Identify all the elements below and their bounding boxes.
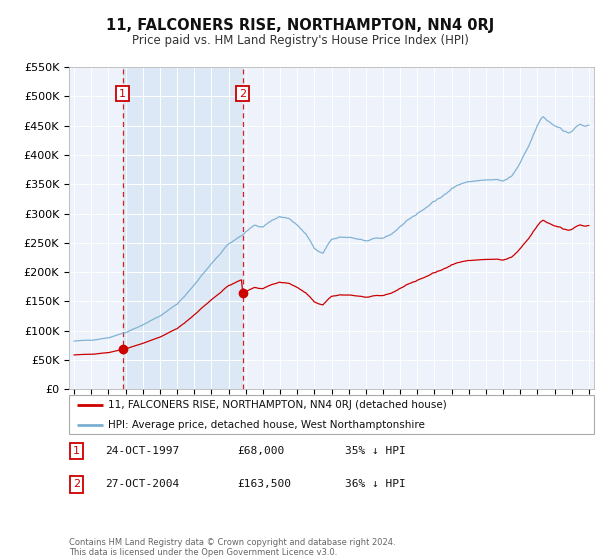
Text: 2: 2 <box>239 88 246 99</box>
Text: Contains HM Land Registry data © Crown copyright and database right 2024.
This d: Contains HM Land Registry data © Crown c… <box>69 538 395 557</box>
Text: 36% ↓ HPI: 36% ↓ HPI <box>345 479 406 489</box>
Text: HPI: Average price, detached house, West Northamptonshire: HPI: Average price, detached house, West… <box>109 421 425 431</box>
Text: 1: 1 <box>119 88 126 99</box>
Text: 2: 2 <box>73 479 80 489</box>
Text: £68,000: £68,000 <box>237 446 284 456</box>
Text: 27-OCT-2004: 27-OCT-2004 <box>105 479 179 489</box>
Text: 24-OCT-1997: 24-OCT-1997 <box>105 446 179 456</box>
Text: 1: 1 <box>73 446 80 456</box>
Bar <box>122 67 242 389</box>
Text: 11, FALCONERS RISE, NORTHAMPTON, NN4 0RJ (detached house): 11, FALCONERS RISE, NORTHAMPTON, NN4 0RJ… <box>109 400 447 410</box>
Text: Price paid vs. HM Land Registry's House Price Index (HPI): Price paid vs. HM Land Registry's House … <box>131 34 469 46</box>
Text: 35% ↓ HPI: 35% ↓ HPI <box>345 446 406 456</box>
Text: £163,500: £163,500 <box>237 479 291 489</box>
Text: 11, FALCONERS RISE, NORTHAMPTON, NN4 0RJ: 11, FALCONERS RISE, NORTHAMPTON, NN4 0RJ <box>106 18 494 33</box>
